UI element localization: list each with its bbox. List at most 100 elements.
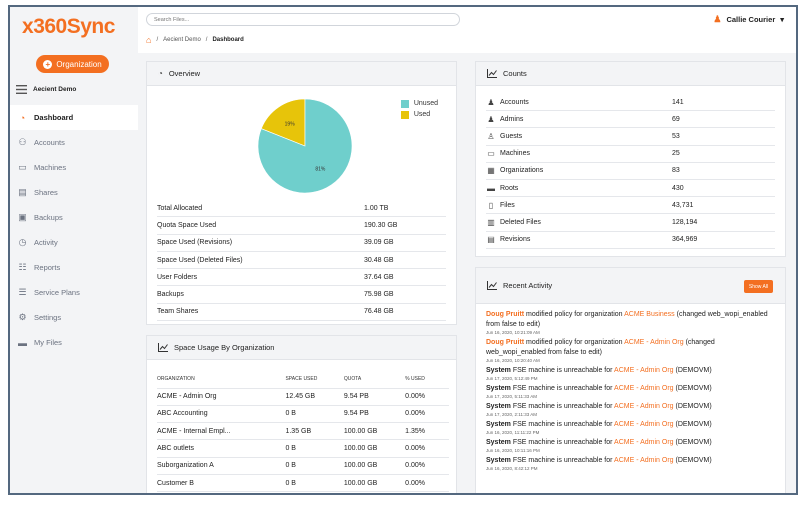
- admin-icon: ♟: [487, 114, 495, 124]
- breadcrumb-tenant[interactable]: Aecient Demo: [163, 37, 201, 43]
- activity-item: Doug Pruitt modified policy for organiza…: [486, 310, 773, 336]
- shares-icon: ▤: [18, 187, 27, 197]
- activity-org-link[interactable]: ACME - Admin Org: [614, 385, 674, 392]
- counts-label: Organizations: [500, 167, 544, 175]
- activity-actor[interactable]: Doug Pruitt: [486, 311, 525, 318]
- column-header[interactable]: SPACE USED: [285, 371, 344, 389]
- counts-label-wrap: ▯ Files: [486, 201, 672, 210]
- table-row[interactable]: ABC outlets 0 B 100.00 GB 0.00%: [157, 439, 449, 458]
- search-input[interactable]: [146, 13, 460, 26]
- table-cell: 0 B: [285, 405, 344, 424]
- table-cell: 0 B: [285, 457, 344, 475]
- space-usage-card: Space Usage By Organization ORGANIZATION…: [146, 335, 457, 493]
- activity-org-link[interactable]: ACME - Admin Org: [614, 403, 674, 410]
- activity-org-link[interactable]: ACME - Admin Org: [614, 421, 674, 428]
- column-header[interactable]: % USED: [405, 371, 449, 389]
- table-cell: 100.00 GB: [343, 422, 406, 441]
- tenant-switcher[interactable]: Aecient Demo: [16, 85, 76, 94]
- activity-org-link[interactable]: ACME - Admin Org: [614, 457, 674, 464]
- sidebar-item-shares[interactable]: ▤ Shares: [10, 180, 138, 205]
- counts-label-wrap: ♙ Guests: [486, 132, 672, 141]
- activity-actor: System: [486, 367, 511, 374]
- sidebar-item-label: Machines: [34, 163, 67, 172]
- activity-org-link[interactable]: ACME Business: [624, 311, 675, 318]
- table-row[interactable]: ACME - Internal Empl... 1.35 GB 100.00 GB 1…: [157, 422, 449, 441]
- overview-label: Quota Space Used: [157, 221, 217, 229]
- table-cell: ACME - Internal Empl...: [157, 422, 286, 441]
- home-icon[interactable]: ⌂: [146, 35, 152, 45]
- sidebar-item-label: Settings: [34, 313, 62, 322]
- guest-icon: ♙: [487, 131, 495, 141]
- activity-timestamp: Jun 16, 2020, 11:11:22 PM: [486, 430, 540, 435]
- pie-legend: Unused Used: [400, 98, 438, 120]
- sidebar-item-machines[interactable]: ▭ Machines: [10, 155, 138, 180]
- column-header[interactable]: QUOTA: [343, 371, 406, 389]
- line-chart-icon: [487, 69, 497, 78]
- usage-pie-chart: 19% 81%: [257, 98, 353, 194]
- table-cell: 0.00%: [405, 457, 449, 475]
- sidebar-item-backups[interactable]: ▣ Backups: [10, 205, 138, 230]
- counts-label: Roots: [500, 184, 519, 192]
- line-chart-icon: [487, 281, 497, 290]
- activity-actor[interactable]: Doug Pruitt: [486, 339, 525, 346]
- activity-message: modified policy for organization: [524, 311, 625, 318]
- activity-text: Doug Pruitt modified policy for organiza…: [486, 310, 773, 330]
- organization-button[interactable]: + Organization: [36, 55, 109, 73]
- overview-row: Total Allocated 1.00 TB: [157, 200, 446, 218]
- table-row[interactable]: ACME - Admin Org 12.45 GB 9.54 PB 0.00%: [157, 388, 449, 406]
- recent-activity-title: Recent Activity: [503, 281, 553, 290]
- sidebar-item-dashboard[interactable]: ◔ Dashboard: [10, 105, 138, 130]
- overview-row: Team Shares 76.48 GB: [157, 304, 446, 322]
- activity-item: System FSE machine is unreachable for AC…: [486, 402, 773, 418]
- file-icon: ▯: [488, 200, 494, 210]
- sidebar-item-accounts[interactable]: ⚇ Accounts: [10, 130, 138, 155]
- table-cell: 1.35%: [405, 422, 449, 441]
- table-row[interactable]: ABC Accounting 0 B 9.54 PB 0.00%: [157, 405, 449, 424]
- user-menu[interactable]: ♟ Callie Courier ▾: [713, 14, 784, 25]
- counts-row: ▯ Files 43,731: [486, 197, 775, 215]
- overview-label: Backups: [157, 291, 184, 299]
- activity-org-link[interactable]: ACME - Admin Org: [624, 339, 684, 346]
- overview-label: Total Allocated: [157, 204, 203, 212]
- sidebar-item-my-files[interactable]: ▬ My Files: [10, 330, 138, 355]
- breadcrumb-current: Dashboard: [212, 37, 244, 43]
- activity-timestamp: Jun 17, 2020, 2:11:33 AM: [486, 412, 537, 417]
- space-usage-title: Space Usage By Organization: [174, 343, 275, 352]
- counts-label-wrap: ▦ Organizations: [486, 166, 672, 175]
- overview-card: ◔ Overview 19% 81% Unused Used Total Allo…: [146, 61, 457, 325]
- counts-row: ▤ Revisions 364,969: [486, 232, 775, 249]
- activity-text: System FSE machine is unreachable for AC…: [486, 420, 773, 430]
- app-window: x360Sync + Organization Aecient Demo ◔ Da…: [8, 5, 798, 495]
- activity-org-link[interactable]: ACME - Admin Org: [614, 367, 674, 374]
- activity-detail: (changed web_wopi_enabled from false to …: [486, 311, 768, 328]
- overview-value: 1.00 TB: [364, 204, 389, 212]
- column-header[interactable]: ORGANIZATION: [157, 371, 286, 389]
- table-header-row: ORGANIZATION SPACE USED QUOTA% USED: [157, 371, 449, 389]
- activity-item: System FSE machine is unreachable for AC…: [486, 456, 773, 472]
- sidebar-item-settings[interactable]: ⚙ Settings: [10, 305, 138, 330]
- pie-label-used: 19%: [285, 121, 296, 127]
- show-all-button[interactable]: Show All: [744, 280, 773, 293]
- counts-label: Deleted Files: [500, 218, 541, 226]
- legend-swatch-unused: [400, 99, 409, 108]
- sidebar-item-activity[interactable]: ◷ Activity: [10, 230, 138, 255]
- monitor-icon: ▭: [487, 149, 495, 159]
- pie-slice-unused: [257, 98, 353, 194]
- counts-value: 364,969: [672, 236, 698, 244]
- logo[interactable]: x360Sync: [22, 15, 115, 39]
- sidebar-item-label: My Files: [34, 338, 62, 347]
- sidebar-item-reports[interactable]: ☷ Reports: [10, 255, 138, 280]
- activity-timestamp: Jun 16, 2020, 10:20:40 AM: [486, 358, 540, 363]
- activity-detail: (changed web_wopi_enabled from false to …: [486, 339, 715, 356]
- sidebar-item-service-plans[interactable]: ☰ Service Plans: [10, 280, 138, 305]
- activity-text: System FSE machine is unreachable for AC…: [486, 366, 773, 376]
- legend-item-used: Used: [400, 109, 438, 120]
- counts-value: 53: [672, 132, 680, 140]
- overview-row: Space Used (Revisions) 39.09 GB: [157, 235, 446, 252]
- activity-org-link[interactable]: ACME - Admin Org: [614, 439, 674, 446]
- activity-detail: (DEMOVM): [673, 385, 712, 392]
- activity-message: FSE machine is unreachable for: [510, 457, 615, 464]
- counts-label-wrap: ♟ Accounts: [486, 98, 672, 107]
